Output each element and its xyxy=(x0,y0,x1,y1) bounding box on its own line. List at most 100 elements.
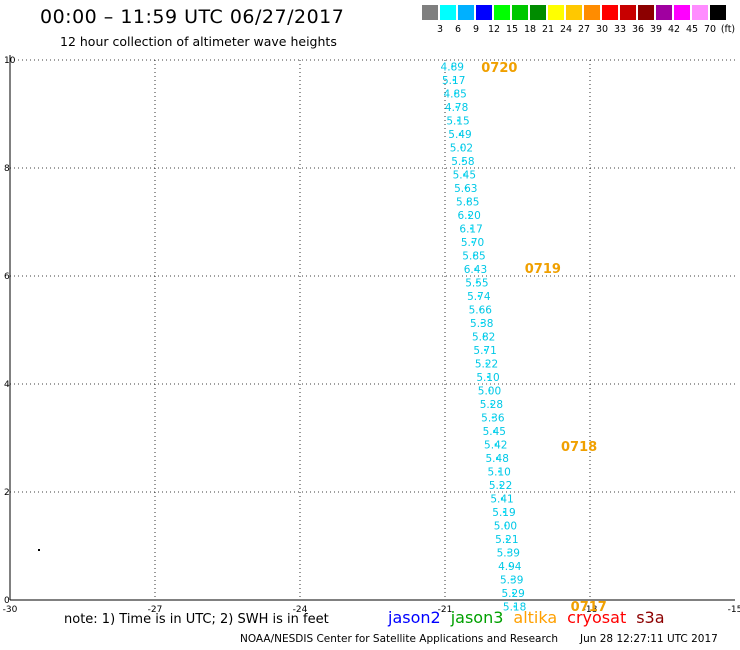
scale-swatch xyxy=(656,5,673,20)
data-point xyxy=(461,159,465,163)
data-point xyxy=(479,308,482,311)
units-note: note: 1) Time is in UTC; 2) SWH is in fe… xyxy=(64,612,329,627)
scale-swatch xyxy=(602,5,619,20)
data-label: 5.45 xyxy=(453,169,476,181)
data-label: 5.71 xyxy=(473,345,496,357)
scale-label: 9 xyxy=(472,24,480,35)
data-point xyxy=(505,537,509,541)
data-label: 4.78 xyxy=(445,102,468,114)
scale-label: 18 xyxy=(523,24,537,35)
data-point xyxy=(497,470,501,473)
y-tick-label: 4 xyxy=(4,380,10,390)
scale-swatch xyxy=(620,5,637,20)
data-point xyxy=(496,456,499,460)
scale-swatch xyxy=(692,5,709,20)
data-point xyxy=(508,564,511,568)
scale-swatch xyxy=(566,5,583,20)
scale-swatch xyxy=(512,5,529,20)
x-tick-label: -15 xyxy=(728,605,740,615)
data-label: 5.17 xyxy=(442,75,465,87)
scale-label: 39 xyxy=(649,24,663,35)
scale-label: 6 xyxy=(454,24,462,35)
data-point xyxy=(490,402,493,406)
data-label: 5.55 xyxy=(465,277,488,289)
data-label: 5.74 xyxy=(467,291,491,303)
data-point xyxy=(477,294,481,298)
data-label: 5.10 xyxy=(487,466,510,478)
data-label: 5.00 xyxy=(478,385,501,397)
scale-swatch xyxy=(638,5,655,20)
data-point xyxy=(452,78,455,82)
data-label: 5.58 xyxy=(451,156,474,168)
data-point xyxy=(482,335,485,338)
scale-label: 24 xyxy=(559,24,573,35)
data-label: 5.85 xyxy=(456,196,479,208)
data-label: 5.39 xyxy=(500,574,523,586)
scale-swatch xyxy=(530,5,547,20)
data-label: 5.10 xyxy=(476,372,499,384)
data-point xyxy=(467,213,471,217)
x-tick-label: -27 xyxy=(148,605,163,615)
data-point xyxy=(510,578,513,581)
data-label: 5.85 xyxy=(462,250,485,262)
credit-line: NOAA/NESDIS Center for Satellite Applica… xyxy=(240,633,558,645)
scale-swatch xyxy=(494,5,511,20)
data-point xyxy=(483,348,487,352)
data-point xyxy=(463,173,466,176)
time-label: 0719 xyxy=(525,262,561,277)
scale-label: (ft) xyxy=(720,24,736,35)
data-label: 5.22 xyxy=(489,480,512,492)
data-label: 5.39 xyxy=(497,547,520,559)
scale-swatch xyxy=(674,5,691,20)
scale-swatch xyxy=(440,5,457,20)
data-point xyxy=(488,389,491,392)
x-tick-label: -24 xyxy=(293,605,308,615)
data-label: 5.36 xyxy=(481,412,505,424)
data-point xyxy=(475,281,479,284)
data-label: 5.45 xyxy=(483,426,506,438)
data-point xyxy=(504,524,507,527)
data-label: 5.29 xyxy=(501,588,524,600)
data-label: 5.41 xyxy=(490,493,513,505)
data-point xyxy=(456,119,460,122)
scale-label: 30 xyxy=(595,24,609,35)
x-tick-label: -18 xyxy=(583,605,598,615)
time-label: 0718 xyxy=(561,440,597,455)
chart-title: 00:00 – 11:59 UTC 06/27/2017 xyxy=(40,6,345,28)
data-point xyxy=(491,416,495,419)
scale-label: 21 xyxy=(541,24,555,35)
y-tick-label: 2 xyxy=(4,488,10,498)
satellite-jason2: jason2 xyxy=(388,608,441,627)
data-label: 6.17 xyxy=(459,223,482,235)
scale-swatch xyxy=(710,5,727,20)
data-point xyxy=(460,146,463,149)
data-point xyxy=(474,267,477,271)
scale-label: 45 xyxy=(685,24,699,35)
data-label: 5.42 xyxy=(484,439,507,451)
data-point xyxy=(469,227,473,230)
satellite-cryosat: cryosat xyxy=(567,608,627,627)
data-point xyxy=(494,443,497,446)
data-label: 5.48 xyxy=(486,453,509,465)
data-point xyxy=(485,362,488,365)
data-point xyxy=(464,186,467,190)
data-point xyxy=(499,483,502,487)
data-point xyxy=(471,240,474,244)
data-label: 5.38 xyxy=(470,318,493,330)
chart-subtitle: 12 hour collection of altimeter wave hei… xyxy=(60,34,337,49)
data-label: 6.43 xyxy=(464,264,487,276)
data-label: 5.70 xyxy=(461,237,484,249)
time-label: 0717 xyxy=(571,600,607,615)
data-point xyxy=(472,254,476,257)
data-label: 6.20 xyxy=(457,210,480,222)
y-tick-label: 6 xyxy=(4,272,10,282)
time-label: 0720 xyxy=(481,61,517,76)
data-label: 5.28 xyxy=(480,399,503,411)
data-label: 5.18 xyxy=(503,601,526,613)
data-point xyxy=(511,591,515,595)
data-label: 5.63 xyxy=(454,183,477,195)
scale-swatch xyxy=(548,5,565,20)
data-label: 4.89 xyxy=(441,61,464,73)
data-label: 5.19 xyxy=(492,507,515,519)
data-point xyxy=(513,605,516,608)
